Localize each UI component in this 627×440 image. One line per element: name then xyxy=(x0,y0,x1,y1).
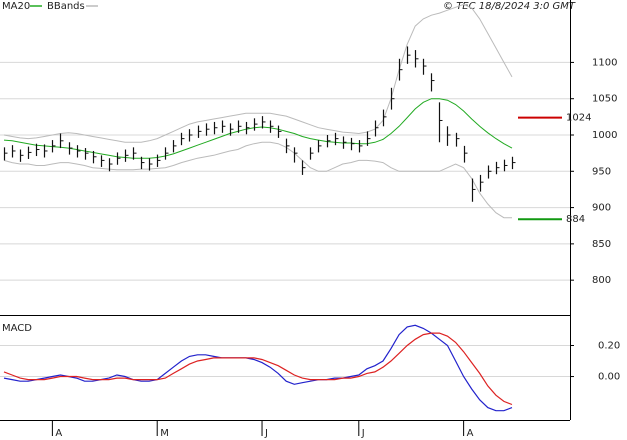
y-tick-label: 1050 xyxy=(592,94,617,105)
bband-upper xyxy=(3,3,513,143)
y-tick-label: 0.00 xyxy=(598,372,620,383)
legend-label: BBands xyxy=(47,1,85,12)
macd-line xyxy=(3,324,513,412)
y-tick-label: 1000 xyxy=(592,130,617,141)
x-tick-label: A xyxy=(467,428,474,439)
ma-line xyxy=(3,98,513,159)
x-tick-label: J xyxy=(264,428,268,439)
bband-lower xyxy=(3,141,512,219)
panel-title: MACD xyxy=(2,323,32,334)
y-tick-label: 1100 xyxy=(592,57,617,68)
chart-title: © TEC 18/8/2024 3:0 GMT xyxy=(443,1,576,12)
y-tick-label: 850 xyxy=(592,239,611,250)
level-label: 1024 xyxy=(566,113,591,124)
x-tick-label: A xyxy=(55,428,62,439)
x-tick-label: M xyxy=(160,428,169,439)
level-label: 884 xyxy=(566,214,585,225)
macd-line xyxy=(3,332,513,406)
y-tick-label: 900 xyxy=(592,203,611,214)
y-tick-label: 800 xyxy=(592,275,611,286)
x-tick-label: J xyxy=(361,428,365,439)
y-tick-label: 950 xyxy=(592,166,611,177)
y-tick-label: 0.20 xyxy=(598,340,620,351)
legend-label: MA20 xyxy=(2,1,30,12)
